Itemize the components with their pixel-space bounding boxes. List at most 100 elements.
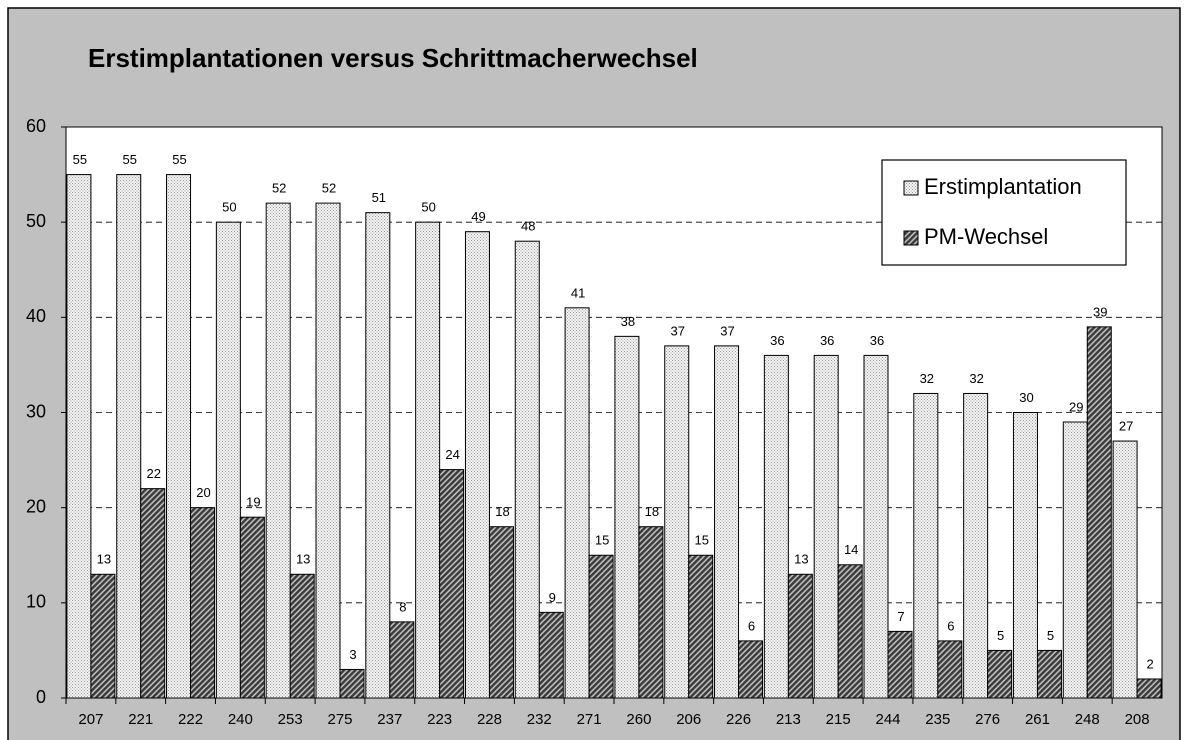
bar (265, 202, 291, 699)
bar (787, 573, 813, 699)
data-label: 6 (748, 618, 755, 633)
data-label: 2 (1146, 656, 1153, 671)
x-tick-label: 223 (427, 711, 452, 728)
bar (664, 345, 690, 699)
x-tick-label: 208 (1125, 711, 1150, 728)
x-tick-label: 221 (128, 711, 153, 728)
y-tick-label: 50 (26, 211, 46, 231)
data-label: 8 (399, 599, 406, 614)
legend (881, 159, 1127, 266)
x-tick-label: 260 (626, 711, 651, 728)
data-label: 55 (172, 152, 186, 167)
data-label: 48 (521, 219, 535, 234)
legend-label: Erstimplantation (924, 174, 1082, 199)
data-label: 37 (720, 323, 734, 338)
bar (1062, 421, 1088, 699)
bar (464, 231, 490, 699)
data-label: 36 (870, 333, 884, 348)
legend-swatch (903, 180, 919, 196)
bar (688, 554, 714, 699)
x-tick-label: 271 (577, 711, 602, 728)
data-label: 14 (844, 542, 858, 557)
data-label: 52 (272, 181, 286, 196)
data-label: 32 (920, 371, 934, 386)
bar (1136, 678, 1162, 699)
bar (140, 488, 166, 699)
bar (564, 307, 590, 699)
data-label: 13 (97, 552, 111, 567)
y-tick-label: 30 (26, 401, 46, 421)
x-tick-label: 213 (776, 711, 801, 728)
data-label: 52 (322, 181, 336, 196)
x-tick-label: 235 (925, 711, 950, 728)
bar (239, 516, 265, 699)
data-label: 6 (947, 618, 954, 633)
data-label: 55 (73, 152, 87, 167)
data-label: 9 (549, 590, 556, 605)
bar (863, 354, 889, 699)
bar (763, 354, 789, 699)
data-label: 50 (222, 200, 236, 215)
data-label: 37 (670, 323, 684, 338)
y-tick-label: 40 (26, 306, 46, 326)
data-label: 15 (694, 533, 708, 548)
data-label: 18 (645, 504, 659, 519)
data-label: 30 (1019, 390, 1033, 405)
legend-label: PM-Wechsel (924, 224, 1048, 249)
x-tick-label: 222 (178, 711, 203, 728)
bar (439, 469, 465, 699)
data-label: 5 (1047, 628, 1054, 643)
x-tick-label: 237 (377, 711, 402, 728)
legend-swatch (903, 230, 919, 246)
data-label: 41 (571, 285, 585, 300)
x-tick-label: 244 (875, 711, 900, 728)
bar (837, 564, 863, 699)
bar (1086, 326, 1112, 699)
x-tick-label: 275 (327, 711, 352, 728)
data-label: 24 (445, 447, 459, 462)
bar (913, 392, 939, 699)
x-tick-label: 206 (676, 711, 701, 728)
data-label: 15 (595, 533, 609, 548)
chart-title: Erstimplantationen versus Schrittmacherw… (88, 43, 698, 73)
bar (190, 507, 216, 699)
bar (937, 640, 963, 699)
data-label: 19 (246, 495, 260, 510)
data-label: 7 (897, 609, 904, 624)
bar (614, 335, 640, 699)
bar (1112, 440, 1138, 699)
bar (1036, 649, 1062, 699)
bar (638, 526, 664, 699)
data-label: 29 (1069, 399, 1083, 414)
bar (514, 240, 540, 699)
y-tick-label: 10 (26, 592, 46, 612)
data-label: 22 (146, 466, 160, 481)
bar (389, 621, 415, 699)
y-tick-label: 60 (26, 116, 46, 136)
bar (66, 174, 92, 699)
data-label: 38 (621, 314, 635, 329)
x-tick-label: 276 (975, 711, 1000, 728)
data-label: 50 (421, 200, 435, 215)
bar (1012, 412, 1038, 699)
bar (166, 174, 192, 699)
data-label: 32 (969, 371, 983, 386)
bar (987, 649, 1013, 699)
data-label: 18 (495, 504, 509, 519)
bar (365, 212, 391, 699)
x-tick-label: 248 (1075, 711, 1100, 728)
data-label: 13 (296, 552, 310, 567)
bar (538, 611, 564, 699)
data-label: 55 (122, 152, 136, 167)
x-tick-label: 226 (726, 711, 751, 728)
x-tick-label: 207 (78, 711, 103, 728)
bar (963, 392, 989, 699)
bar (215, 221, 241, 699)
bar (887, 630, 913, 699)
bar (588, 554, 614, 699)
bar (813, 354, 839, 699)
bar (738, 640, 764, 699)
data-label: 36 (820, 333, 834, 348)
bar (415, 221, 441, 699)
